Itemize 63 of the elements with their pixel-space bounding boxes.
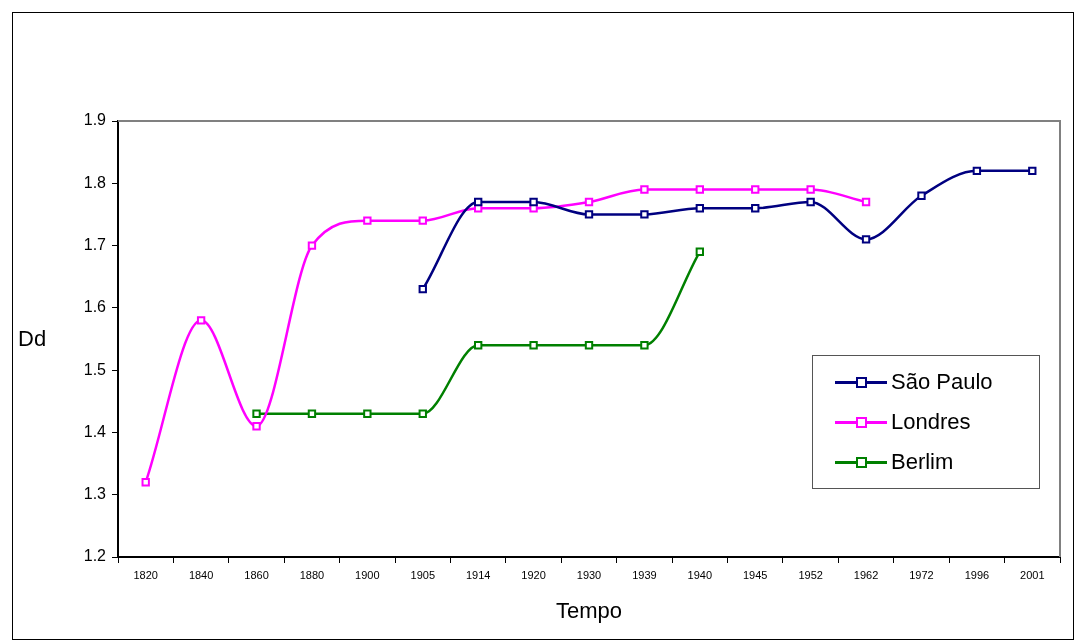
x-tick-label: 1939: [632, 568, 657, 581]
x-tick-label: 1940: [687, 568, 713, 581]
legend-label: São Paulo: [891, 369, 993, 395]
x-tick-label: 1945: [742, 568, 768, 581]
x-tick-label: 1880: [299, 568, 325, 581]
x-tick-label: 1962: [853, 568, 879, 581]
x-tick-label: 2001: [1020, 568, 1045, 581]
point: [252, 409, 261, 418]
point: [751, 185, 760, 194]
point: [418, 216, 427, 225]
point: [307, 409, 317, 418]
point: [307, 241, 317, 250]
point: [473, 197, 483, 207]
legend-label: Londres: [891, 409, 971, 435]
point: [584, 341, 594, 350]
point: [695, 247, 705, 256]
y-tick-label: 1.2: [83, 547, 107, 565]
point: [972, 166, 982, 176]
point: [473, 341, 483, 350]
point: [861, 197, 871, 207]
point: [584, 210, 594, 219]
y-tick-label: 1.9: [83, 111, 107, 129]
x-axis-title: Tempo: [555, 598, 623, 623]
x-tick-label: 1920: [521, 568, 546, 581]
point: [584, 197, 594, 207]
point: [196, 316, 206, 325]
point: [418, 409, 427, 418]
x-tick-label: 1900: [355, 568, 380, 581]
point: [695, 204, 705, 213]
x-tick-label: 1820: [133, 568, 158, 581]
point: [917, 191, 926, 200]
point: [640, 210, 649, 219]
point: [252, 422, 261, 431]
y-tick-label: 1.5: [83, 360, 107, 378]
y-tick-label: 1.4: [83, 422, 107, 440]
legend-label: Berlim: [891, 449, 954, 475]
x-tick-label: 1930: [576, 568, 602, 581]
x-tick-label: 1952: [798, 568, 823, 581]
point: [1028, 166, 1037, 176]
point: [363, 216, 372, 225]
x-tick-label: 1840: [188, 568, 214, 581]
y-tick-label: 1.7: [83, 235, 107, 253]
point: [806, 185, 815, 194]
point: [751, 204, 760, 213]
point: [529, 197, 538, 207]
point: [695, 185, 705, 194]
x-tick-label: 1996: [964, 568, 990, 581]
x-tick-label: 1914: [465, 568, 491, 581]
x-tick-label: 1860: [244, 568, 269, 581]
point: [141, 478, 150, 487]
point: [418, 284, 427, 294]
y-axis-title: Dd: [18, 325, 47, 353]
point: [861, 235, 871, 244]
point: [529, 341, 538, 350]
point: [640, 341, 649, 350]
point: [640, 185, 649, 194]
y-tick-label: 1.3: [83, 485, 107, 503]
y-tick-label: 1.6: [83, 298, 107, 316]
x-tick-label: 1905: [410, 568, 436, 581]
point: [363, 409, 372, 418]
point: [806, 197, 815, 207]
y-tick-label: 1.8: [83, 173, 107, 191]
x-tick-label: 1972: [909, 568, 934, 581]
